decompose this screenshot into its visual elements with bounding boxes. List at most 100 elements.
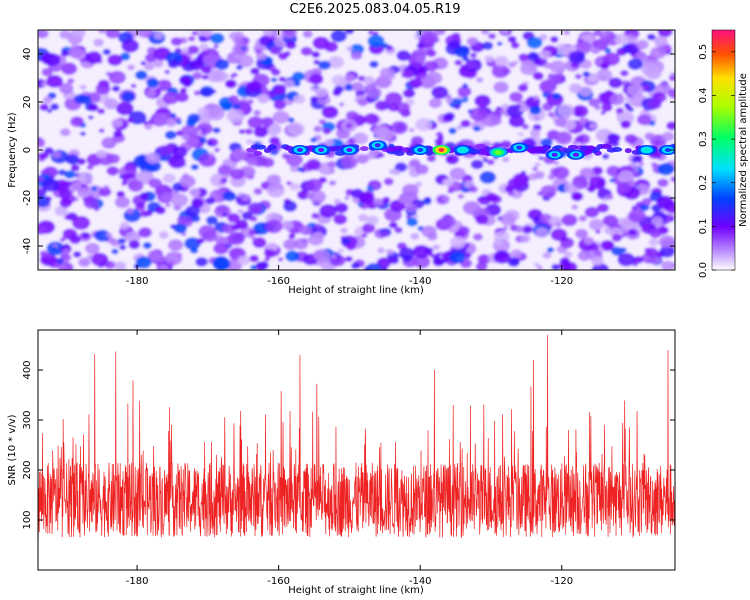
spectrogram-noise-cell <box>212 127 221 134</box>
spectrogram-noise-cell <box>653 35 668 47</box>
spectrogram-noise-cell <box>130 83 137 89</box>
spectrogram-noise-cell <box>153 59 164 68</box>
spectrogram-noise-cell <box>283 198 292 205</box>
spectrogram-noise-cell <box>437 135 445 140</box>
spectrogram-band-cell <box>478 150 488 155</box>
spectrogram-noise-cell <box>54 205 68 216</box>
spectrogram-noise-cell <box>210 89 217 94</box>
spectrogram-noise-cell <box>111 248 119 255</box>
spectrogram-noise-cell <box>368 30 374 35</box>
spectrogram-noise-cell <box>448 127 457 135</box>
spectrogram-noise-cell <box>485 192 499 203</box>
spectrogram-noise-cell <box>71 30 86 39</box>
spectrogram-noise-cell <box>142 242 152 249</box>
spectrogram-noise-cell <box>454 59 463 66</box>
spectrogram-noise-cell <box>214 147 221 153</box>
spectrogram-noise-cell <box>138 227 153 238</box>
spectrogram-noise-cell <box>620 120 631 129</box>
colorbar-tick-label: 0.5 <box>698 44 709 60</box>
spectrogram-noise-cell <box>510 41 520 49</box>
spectrogram-noise-cell <box>224 79 237 89</box>
spectrogram-noise-cell <box>266 174 282 186</box>
spectrogram-noise-cell <box>340 227 348 234</box>
spectrogram-noise-cell <box>367 34 385 48</box>
spectrogram-noise-cell <box>95 82 111 95</box>
spectrogram-noise-cell <box>127 117 134 123</box>
spectrogram-noise-cell <box>346 243 356 251</box>
y-tick-label: 400 <box>22 360 33 379</box>
spectrogram-noise-cell <box>415 164 429 175</box>
spectrogram-noise-cell <box>547 73 563 86</box>
spectrogram-noise-cell <box>107 153 121 164</box>
spectrogram-noise-cell <box>358 214 368 222</box>
spectrogram-noise-cell <box>121 91 135 102</box>
spectrogram-noise-cell <box>189 187 201 197</box>
spectrogram-noise-cell <box>69 235 81 245</box>
spectrogram-noise-cell <box>601 240 614 251</box>
spectrogram-noise-cell <box>611 234 622 242</box>
spectrogram-noise-cell <box>445 153 460 165</box>
spectrogram-noise-cell <box>646 33 656 41</box>
x-tick-label: -160 <box>267 276 290 287</box>
spectrogram-noise-cell <box>59 237 66 242</box>
spectrogram-noise-cell <box>456 125 463 130</box>
spectrogram-noise-cell <box>246 80 262 93</box>
spectrogram-noise-cell <box>72 215 91 230</box>
spectrogram-noise-cell <box>67 78 75 84</box>
spectrogram-noise-cell <box>226 109 245 123</box>
spectrogram-noise-cell <box>313 248 331 262</box>
y-tick-label: -40 <box>22 238 33 254</box>
spectrogram-noise-cell <box>81 232 90 239</box>
spectrogram-noise-cell <box>266 183 285 198</box>
spectrogram-noise-cell <box>486 159 495 166</box>
spectrogram-noise-cell <box>635 51 647 60</box>
spectrogram-noise-cell <box>355 153 369 164</box>
spectrogram-noise-cell <box>487 33 497 40</box>
x-tick-label: -140 <box>409 276 432 287</box>
spectrogram-noise-cell <box>402 69 415 79</box>
spectrogram-noise-cell <box>105 30 121 39</box>
spectrogram-noise-cell <box>285 153 303 167</box>
spectrogram-noise-cell <box>606 133 620 143</box>
x-tick-label: -120 <box>550 276 573 287</box>
spectrogram-noise-cell <box>144 123 153 130</box>
spectrogram-noise-cell <box>170 193 189 207</box>
spectrogram-noise-cell <box>439 215 456 228</box>
spectrogram-noise-cell <box>319 204 338 218</box>
spectrogram-noise-cell <box>651 162 658 168</box>
spectrogram-noise-cell <box>264 257 270 262</box>
spectrogram-noise-cell <box>67 46 84 59</box>
spectrogram-noise-cell <box>550 36 559 43</box>
spectrogram-noise-cell <box>600 30 608 37</box>
spectrogram-noise-cell <box>283 239 298 250</box>
spectrogram-noise-cell <box>426 49 437 58</box>
spectrogram-noise-cell <box>222 212 228 217</box>
spectrogram-noise-cell <box>257 261 269 270</box>
spectrogram-noise-cell <box>428 253 435 258</box>
spectrogram-noise-cell <box>395 102 411 114</box>
spectrogram-noise-cell <box>409 128 415 133</box>
spectrogram-noise-cell <box>590 255 604 266</box>
spectrogram-noise-cell <box>217 164 232 176</box>
spectrogram-noise-cell <box>144 62 155 71</box>
spectrogram-noise-cell <box>88 103 99 112</box>
spectrogram-noise-cell <box>196 30 213 38</box>
spectrogram-noise-cell <box>86 164 94 170</box>
spectrogram-noise-cell <box>191 30 198 36</box>
spectrogram-noise-cell <box>410 135 424 146</box>
spectrogram-noise-cell <box>402 88 416 99</box>
spectrogram-noise-cell <box>293 94 306 104</box>
spectrogram-noise-cell <box>98 187 112 197</box>
spectrogram-noise-cell <box>657 162 675 176</box>
spectrogram-noise-cell <box>106 166 119 176</box>
spectrogram-noise-cell <box>616 181 632 194</box>
spectrogram-noise-cell <box>493 81 509 94</box>
spectrogram-noise-cell <box>425 71 443 85</box>
colorbar-label: Normalized spectral amplitude <box>738 73 749 227</box>
spectrogram-noise-cell <box>328 180 337 186</box>
spectrogram-noise-cell <box>298 225 313 236</box>
spectrogram-noise-cell <box>39 151 50 160</box>
spectrogram-noise-cell <box>627 228 637 236</box>
spectrogram-noise-cell <box>625 105 633 111</box>
spectrogram-noise-cell <box>152 113 167 125</box>
